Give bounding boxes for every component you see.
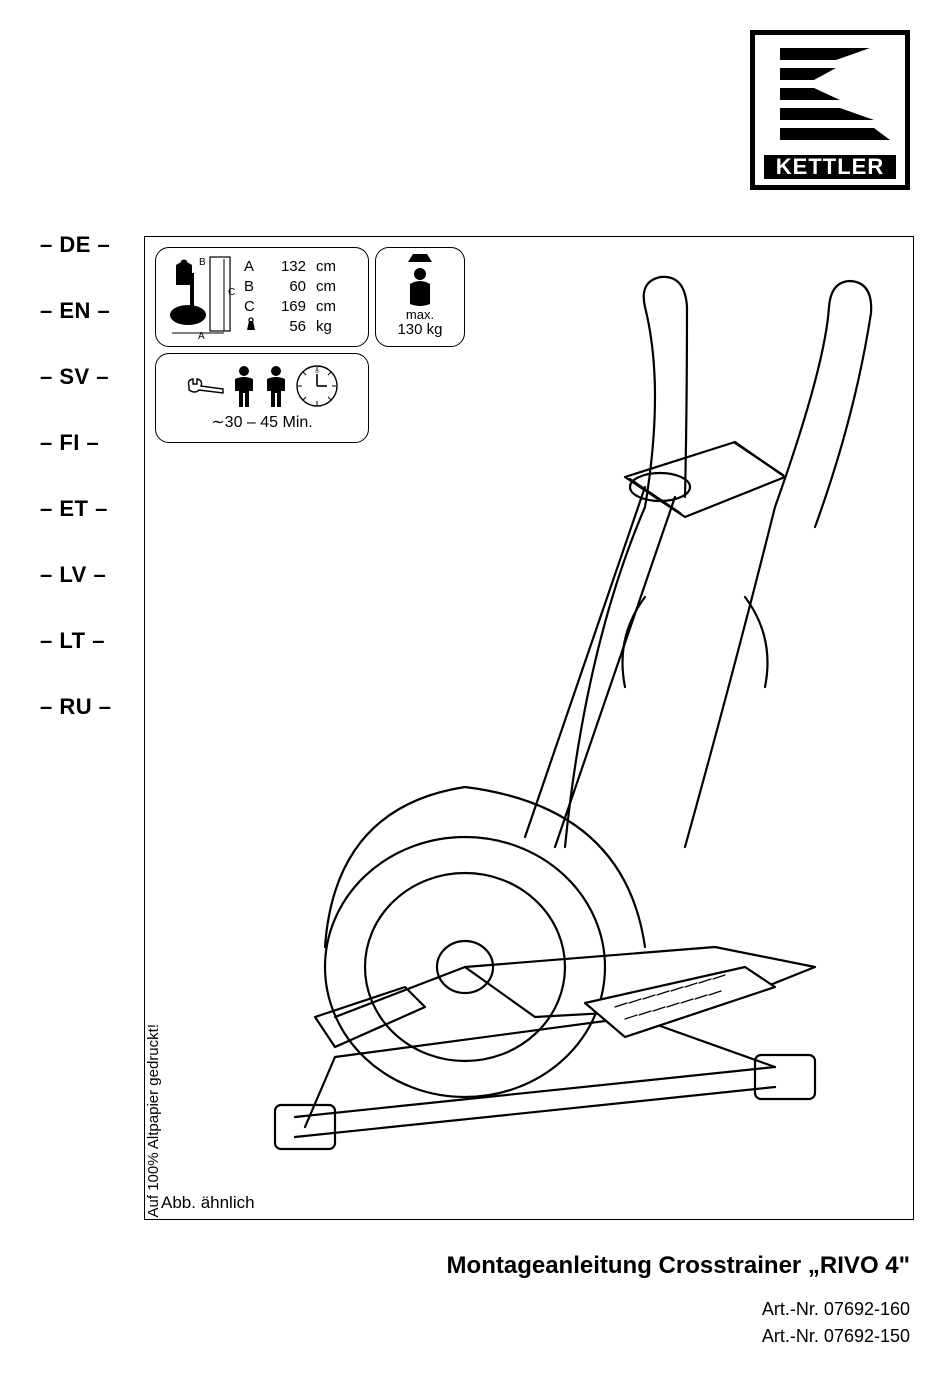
clock-icon: 12 — [295, 364, 339, 408]
title-block: Montageanleitung Crosstrainer „RIVO 4" A… — [447, 1252, 910, 1350]
lang-en: – EN – — [40, 298, 136, 324]
assembly-time-box: 12 ∼30 – 45 Min. — [155, 353, 369, 443]
lang-et: – ET – — [40, 496, 136, 522]
dimensions-box: B C A A132cm — [155, 247, 369, 347]
lang-ru: – RU – — [40, 694, 136, 720]
info-panel: B C A A132cm — [155, 247, 465, 443]
person-weight-icon — [401, 254, 439, 306]
article-number-1: Art.-Nr. 07692-160 — [447, 1296, 910, 1323]
lang-sv: – SV – — [40, 364, 136, 390]
max-user-weight-box: max. 130 kg — [375, 247, 465, 347]
brand-logo: KETTLER — [750, 30, 910, 190]
lang-lt: – LT – — [40, 628, 136, 654]
max-label: max. — [397, 308, 442, 322]
figure-container: B C A A132cm — [144, 236, 914, 1220]
language-list: – DE – – EN – – SV – – FI – – ET – – LV … — [40, 232, 136, 760]
lang-fi: – FI – — [40, 430, 136, 456]
dimensions-icon: B C A — [162, 253, 236, 341]
dimensions-table: A132cm B60cm C169cm 56kg — [244, 257, 358, 338]
person-icon — [263, 365, 289, 407]
similar-illustration-note: Abb. ähnlich — [161, 1193, 255, 1213]
assembly-time-text: ∼30 – 45 Min. — [211, 412, 312, 432]
svg-text:12: 12 — [315, 369, 320, 374]
max-value: 130 kg — [397, 322, 442, 338]
article-number-2: Art.-Nr. 07692-150 — [447, 1323, 910, 1350]
person-icon — [231, 365, 257, 407]
weight-icon — [244, 317, 260, 337]
svg-text:B: B — [199, 257, 206, 268]
brand-text: KETTLER — [776, 154, 884, 179]
recycled-paper-note: Auf 100% Altpapier gedruckt! — [145, 1024, 162, 1217]
lang-lv: – LV – — [40, 562, 136, 588]
wrench-icon — [185, 376, 225, 396]
document-title: Montageanleitung Crosstrainer „RIVO 4" — [447, 1252, 910, 1280]
svg-text:C: C — [228, 287, 235, 298]
lang-de: – DE – — [40, 232, 136, 258]
